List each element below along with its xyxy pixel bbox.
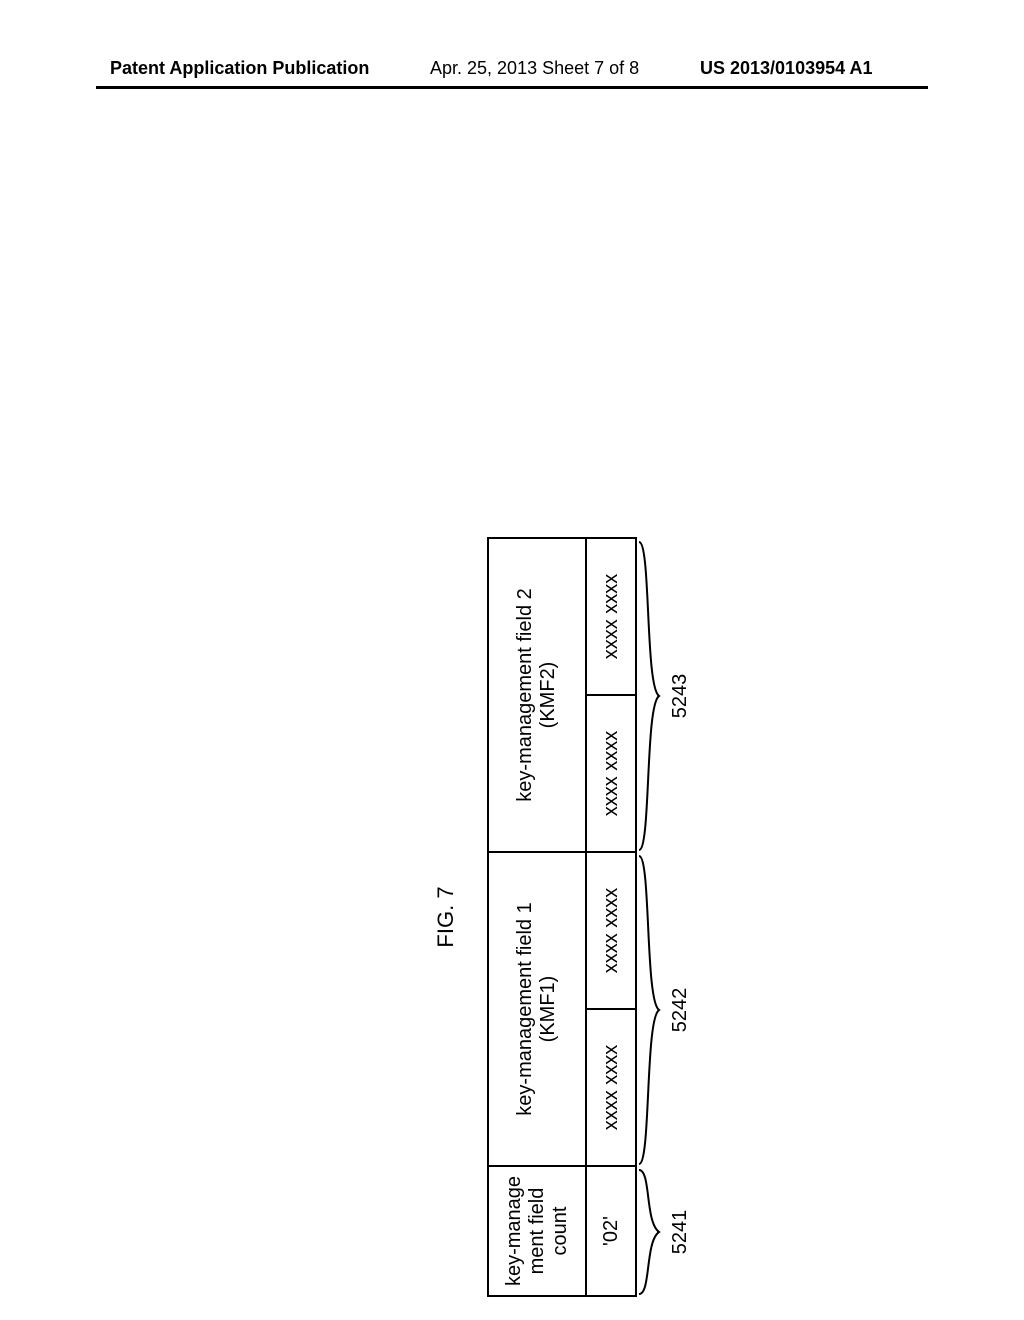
col-header-kmf2: key-management field 2 (KMF2) xyxy=(488,538,586,852)
brace-icon xyxy=(637,853,667,1167)
cell-kmf1-a: xxxx xxxx xyxy=(586,1009,636,1166)
brace-icon xyxy=(637,539,667,853)
figure-7: FIG. 7 key-manage ment field count key-m… xyxy=(603,537,717,917)
brace-row: 5241 5242 5243 xyxy=(637,537,717,1297)
page: Patent Application Publication Apr. 25, … xyxy=(0,0,1024,1320)
field-structure-table: key-manage ment field count key-manageme… xyxy=(487,537,637,1297)
header-right-text: US 2013/0103954 A1 xyxy=(700,58,872,79)
brace-5242: 5242 xyxy=(637,853,692,1167)
figure-7-inner: FIG. 7 key-manage ment field count key-m… xyxy=(433,537,717,1297)
cell-kmf2-b: xxxx xxxx xyxy=(586,538,636,695)
brace-label-5242: 5242 xyxy=(669,853,692,1167)
brace-label-5243: 5243 xyxy=(669,539,692,853)
cell-count-value: '02' xyxy=(586,1166,636,1296)
cell-kmf1-b: xxxx xxxx xyxy=(586,852,636,1009)
header-rule xyxy=(96,86,928,89)
brace-5243: 5243 xyxy=(637,539,692,853)
brace-5241: 5241 xyxy=(637,1167,692,1297)
figure-label: FIG. 7 xyxy=(433,537,459,1297)
table-header-row: key-manage ment field count key-manageme… xyxy=(488,538,586,1296)
table-value-row: '02' xxxx xxxx xxxx xxxx xxxx xxxx xxxx … xyxy=(586,538,636,1296)
cell-kmf2-a: xxxx xxxx xyxy=(586,695,636,852)
col-header-kmf2-text: key-management field 2 (KMF2) xyxy=(514,588,559,801)
col-header-kmf1: key-management field 1 (KMF1) xyxy=(488,852,586,1166)
header-mid-text: Apr. 25, 2013 Sheet 7 of 8 xyxy=(430,58,639,79)
col-header-kmf1-text: key-management field 1 (KMF1) xyxy=(514,902,559,1115)
col-header-count: key-manage ment field count xyxy=(488,1166,586,1296)
brace-label-5241: 5241 xyxy=(669,1167,692,1297)
header-left-text: Patent Application Publication xyxy=(110,58,369,79)
brace-icon xyxy=(637,1167,667,1297)
col-header-count-text: key-manage ment field count xyxy=(503,1176,571,1286)
page-header: Patent Application Publication Apr. 25, … xyxy=(0,58,1024,88)
